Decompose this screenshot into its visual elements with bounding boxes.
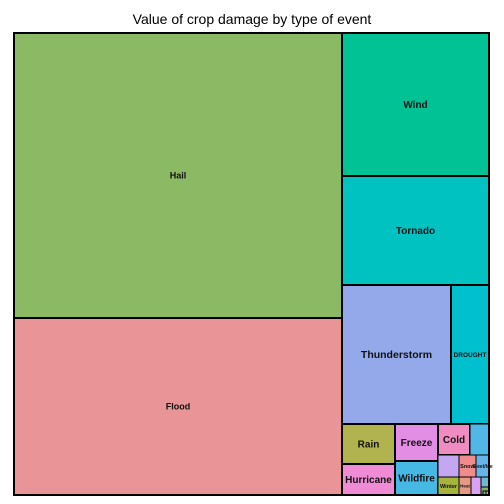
treemap-frame — [13, 32, 490, 496]
tile-tile-18 — [470, 476, 482, 496]
tile-tile-16 — [469, 423, 490, 456]
tile-tile-17 — [437, 454, 460, 478]
tile-freeze — [394, 423, 439, 462]
chart-title: Value of crop damage by type of event — [132, 11, 372, 27]
tile-cold — [437, 423, 471, 456]
tile-label-rain: Rain — [358, 440, 380, 451]
tile-label-drought: DROUGHT — [454, 352, 487, 359]
tile-label-tornado: Tornado — [396, 226, 435, 237]
tile-label-freeze: Freeze — [401, 438, 433, 449]
tile-tile-19 — [480, 476, 490, 488]
tile-label-sleet-ice: Sleet/Ice — [472, 464, 493, 470]
tile-label-cold: Cold — [443, 435, 465, 446]
tile-label-thunderstorm: Thunderstorm — [361, 349, 432, 361]
tile-label-hail: Hail — [170, 171, 187, 181]
tile-label-wind: Wind — [403, 100, 427, 111]
tile-label-winter: Winter — [440, 484, 458, 490]
tile-label-heat: Heat — [460, 484, 470, 489]
tile-thunderstorm — [341, 284, 452, 425]
tile-drought — [450, 284, 490, 425]
tile-label-snow: Snow — [460, 464, 475, 470]
tile-label-hurricane: Hurricane — [345, 475, 392, 486]
tile-label-flood: Flood — [166, 402, 191, 412]
tile-label-wildfire: Wildfire — [398, 474, 435, 485]
tile-rain — [341, 423, 396, 465]
